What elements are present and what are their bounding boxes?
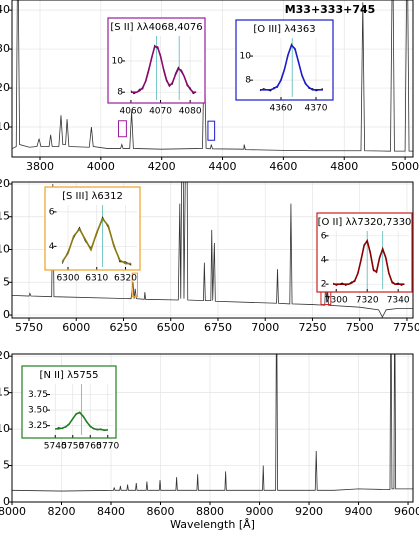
y-tick-label: 0 <box>3 495 10 508</box>
inset-background <box>236 20 333 100</box>
y-tick-label: 40 <box>0 3 10 16</box>
x-tick-label: 9600 <box>394 505 419 518</box>
x-tick-label: 6250 <box>109 321 137 334</box>
y-tick-label: 15 <box>0 386 10 399</box>
x-tick-label: 8600 <box>147 505 175 518</box>
x-tick-label: 4400 <box>209 160 237 173</box>
inset-frame <box>316 212 413 293</box>
fit-line <box>260 43 323 91</box>
x-tick-label: 6500 <box>157 321 185 334</box>
x-tick-label: 7000 <box>251 321 279 334</box>
spectrum-line <box>12 354 413 492</box>
x-tick-label: 5000 <box>391 160 419 173</box>
x-tick-label: 5750 <box>61 442 84 452</box>
x-tick-label: 4000 <box>87 160 115 173</box>
x-tick-label: 4080 <box>179 107 202 117</box>
y-tick-label: 10 <box>112 56 124 66</box>
x-tick-label: 4200 <box>148 160 176 173</box>
fit-line <box>55 411 108 431</box>
x-tick-label: 7320 <box>356 296 379 306</box>
x-tick-label: 4370 <box>305 104 328 114</box>
y-tick-label: 4 <box>321 256 327 266</box>
x-tick-label: 8400 <box>97 505 125 518</box>
inset-region-box <box>117 120 127 138</box>
y-tick-label: 20 <box>0 81 10 94</box>
x-tick-label: 4800 <box>330 160 358 173</box>
y-tick-label: 3.75 <box>28 390 48 400</box>
inset-title: [S II] λλ4068,4076 <box>110 22 202 33</box>
y-tick-label: 20 <box>0 177 10 190</box>
axes-frame <box>11 181 414 319</box>
x-tick-label: 9000 <box>246 505 274 518</box>
x-tick-label: 4600 <box>269 160 297 173</box>
x-tick-label: 6310 <box>85 274 108 284</box>
observed-line <box>259 43 324 92</box>
x-tick-label: 5760 <box>79 442 102 452</box>
inset-frame <box>107 17 206 104</box>
y-tick-label: 30 <box>0 42 10 55</box>
x-tick-label: 6320 <box>114 274 137 284</box>
x-tick-label: 8000 <box>0 505 26 518</box>
y-tick-label: 8 <box>117 88 123 98</box>
fit-line <box>61 217 132 265</box>
x-tick-label: 6300 <box>57 274 80 284</box>
annotation: M33+333+745 <box>285 3 376 16</box>
x-tick-label: 4360 <box>270 104 293 114</box>
inset-frame <box>44 186 141 271</box>
x-tick-label: 4070 <box>149 107 172 117</box>
y-tick-label: 10 <box>240 52 252 62</box>
axes-frame <box>11 0 414 158</box>
inset-frame <box>235 19 334 101</box>
y-tick-label: 5 <box>3 275 10 288</box>
y-tick-label: 0 <box>3 308 10 321</box>
y-tick-label: 4 <box>49 242 55 252</box>
x-tick-label: 5740 <box>44 442 67 452</box>
inset-title: [S III] λ6312 <box>62 191 123 202</box>
y-tick-label: 15 <box>0 210 10 223</box>
x-tick-label: 5750 <box>15 321 43 334</box>
x-axis-label: Wavelength [Å] <box>170 518 255 531</box>
y-tick-label: 3.50 <box>28 406 48 416</box>
x-tick-label: 7250 <box>298 321 326 334</box>
inset-region-box <box>131 272 138 298</box>
y-tick-label: 5 <box>3 459 10 472</box>
y-tick-label: 20 <box>0 349 10 362</box>
inset-title: [O II] λλ7320,7330 <box>318 217 412 228</box>
inset-background <box>45 187 140 270</box>
y-tick-label: 10 <box>0 422 10 435</box>
inset-region-box <box>207 120 216 141</box>
x-tick-label: 6750 <box>204 321 232 334</box>
inset-title: [N II] λ5755 <box>40 370 99 381</box>
x-tick-label: 8200 <box>48 505 76 518</box>
x-tick-label: 7300 <box>325 296 348 306</box>
x-tick-label: 4060 <box>119 107 142 117</box>
y-tick-label: 2 <box>321 280 327 290</box>
x-tick-label: 8800 <box>196 505 224 518</box>
fit-line <box>130 46 197 93</box>
x-tick-label: 3800 <box>26 160 54 173</box>
inset-frame <box>21 365 117 439</box>
y-tick-label: 10 <box>0 120 10 133</box>
x-tick-label: 7340 <box>387 296 410 306</box>
y-tick-label: 10 <box>0 243 10 256</box>
y-tick-label: 3.25 <box>28 421 48 431</box>
x-tick-label: 7500 <box>346 321 374 334</box>
inset-title: [O III] λ4363 <box>253 24 315 35</box>
x-tick-label: 9400 <box>345 505 373 518</box>
spectrum-line <box>12 0 413 152</box>
y-tick-label: 6 <box>321 231 327 241</box>
x-tick-label: 9200 <box>295 505 323 518</box>
fit-line <box>333 238 405 285</box>
x-tick-label: 6000 <box>62 321 90 334</box>
y-tick-label: 6 <box>49 207 55 217</box>
x-tick-label: 5770 <box>96 442 119 452</box>
inset-background <box>317 213 412 292</box>
x-tick-label: 7750 <box>393 321 419 334</box>
axes-frame <box>11 353 414 503</box>
y-tick-label: 8 <box>245 76 251 86</box>
